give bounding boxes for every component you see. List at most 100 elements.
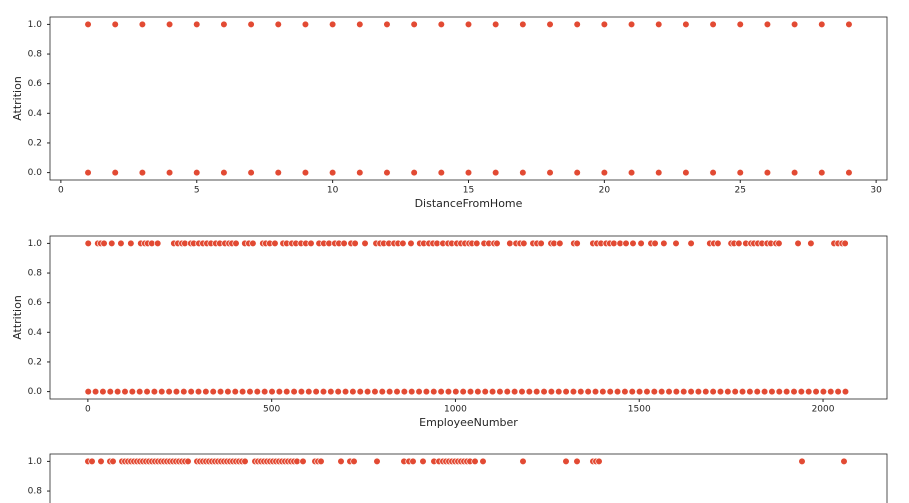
point [606, 387, 614, 396]
point [274, 168, 282, 177]
point [341, 387, 350, 396]
point [100, 239, 108, 248]
point [165, 168, 174, 177]
point [546, 168, 554, 177]
point [121, 387, 129, 396]
point [791, 168, 799, 177]
point [628, 387, 636, 396]
point [709, 20, 717, 29]
point [138, 168, 146, 177]
point [481, 387, 489, 396]
point [317, 457, 325, 466]
point [271, 239, 279, 248]
point [275, 387, 283, 396]
point [307, 239, 315, 248]
point [621, 387, 629, 396]
point [511, 387, 519, 396]
point [569, 387, 578, 396]
point [419, 457, 427, 466]
point [540, 387, 548, 396]
point [492, 20, 500, 29]
point [746, 387, 754, 396]
point [493, 239, 501, 248]
point [319, 387, 328, 396]
point [547, 387, 555, 396]
point [180, 387, 188, 396]
point [555, 387, 563, 396]
point [573, 457, 581, 466]
point [437, 168, 445, 177]
x-tick-label: 5 [194, 186, 200, 196]
point [111, 168, 119, 177]
point [399, 239, 407, 248]
point [165, 20, 174, 29]
point [474, 387, 482, 396]
point [337, 457, 345, 466]
point [232, 239, 240, 248]
y-tick-label: 0.6 [28, 298, 43, 308]
point [738, 387, 747, 396]
point [473, 239, 481, 248]
point [150, 387, 158, 396]
point [410, 20, 418, 29]
point [650, 387, 658, 396]
point [409, 457, 417, 466]
point [753, 387, 761, 396]
point [763, 20, 772, 29]
point [525, 387, 533, 396]
point [827, 387, 835, 396]
point [622, 239, 630, 248]
point [488, 387, 497, 396]
point [393, 387, 401, 396]
point [84, 387, 92, 396]
point [261, 387, 269, 396]
point [760, 387, 769, 396]
point [444, 387, 453, 396]
point [591, 387, 600, 396]
point [680, 387, 688, 396]
point [128, 387, 136, 396]
x-axis-label: EmployeeNumber [419, 416, 518, 429]
point [819, 387, 828, 396]
point [216, 387, 225, 396]
y-tick-label: 0.0 [28, 168, 43, 178]
y-tick-label: 1.0 [28, 457, 43, 467]
point [193, 168, 201, 177]
y-tick-label: 0.2 [28, 357, 42, 367]
point [301, 168, 310, 177]
point [464, 168, 473, 177]
point [184, 457, 192, 466]
point [408, 387, 416, 396]
point [613, 387, 622, 396]
point [437, 387, 445, 396]
point [573, 239, 581, 248]
point [84, 239, 92, 248]
point [283, 387, 291, 396]
point [97, 457, 105, 466]
point [637, 239, 645, 248]
point [724, 387, 732, 396]
point [629, 239, 637, 248]
point [812, 387, 820, 396]
point [672, 239, 680, 248]
point [111, 20, 119, 29]
point [109, 457, 117, 466]
point [220, 20, 228, 29]
point [775, 239, 783, 248]
point [253, 387, 261, 396]
x-tick-label: 30 [870, 186, 882, 196]
point [845, 20, 853, 29]
x-tick-label: 0 [58, 186, 64, 196]
point [293, 457, 301, 466]
point [247, 20, 255, 29]
point [775, 387, 783, 396]
point [340, 239, 348, 248]
point [301, 20, 310, 29]
point [600, 20, 608, 29]
point [91, 387, 100, 396]
point [172, 387, 181, 396]
point [305, 387, 313, 396]
point [209, 387, 217, 396]
point [577, 387, 585, 396]
